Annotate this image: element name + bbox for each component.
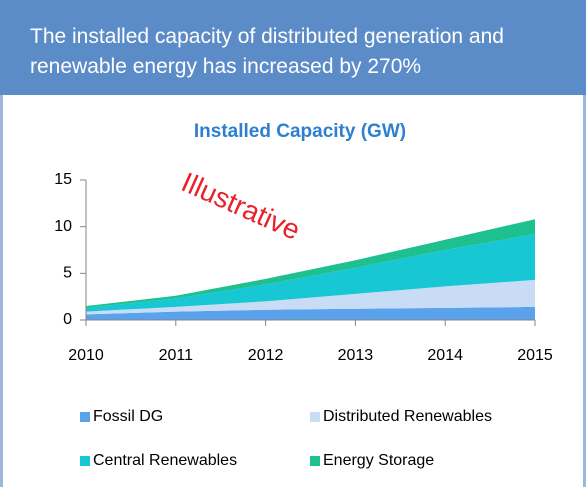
legend-label: Energy Storage: [323, 452, 434, 469]
x-tick-label: 2015: [517, 347, 553, 364]
annotation: Illustrative: [177, 166, 305, 246]
legend-label: Central Renewables: [93, 452, 237, 469]
chart-title: Installed Capacity (GW): [194, 121, 406, 142]
y-tick-label: 5: [63, 265, 72, 282]
x-tick-label: 2011: [159, 347, 194, 364]
legend-swatch: [310, 456, 320, 466]
x-tick-label: 2012: [248, 347, 284, 364]
y-tick-label: 10: [54, 218, 72, 235]
x-tick-label: 2013: [338, 347, 374, 364]
legend-label: Fossil DG: [93, 408, 163, 425]
header-title: The installed capacity of distributed ge…: [0, 0, 586, 95]
y-tick-label: 0: [63, 311, 72, 328]
area: [86, 234, 535, 312]
legend-swatch: [80, 412, 90, 422]
area: [86, 279, 535, 315]
x-tick-label: 2010: [68, 347, 104, 364]
y-tick-label: 15: [54, 171, 72, 188]
area: [86, 306, 535, 320]
legend-label: Distributed Renewables: [323, 408, 492, 425]
legend-swatch: [80, 456, 90, 466]
legend-swatch: [310, 412, 320, 422]
x-tick-label: 2014: [427, 347, 463, 364]
